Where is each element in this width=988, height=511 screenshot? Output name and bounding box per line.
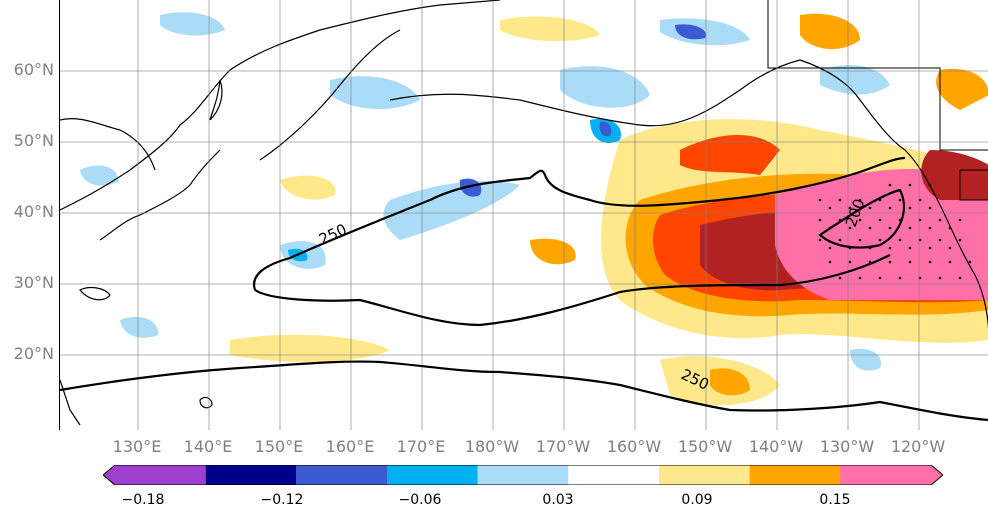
colorbar-swatch [477, 465, 569, 485]
lat-label-50n: 50°N [13, 131, 54, 150]
lat-label-30n: 30°N [13, 273, 54, 292]
lon-label-130w: 130°W [819, 437, 875, 456]
anomaly-shading [80, 12, 988, 406]
map-panel: 250 250 200 [59, 0, 988, 430]
colorbar-tick: −0.12 [260, 492, 304, 508]
lon-label-180w: 180°W [464, 437, 520, 456]
contour-label: 250 [316, 220, 350, 248]
lon-label-120w: 120°W [890, 437, 946, 456]
colorbar-tick: 0.15 [819, 492, 851, 508]
colorbar-swatch [659, 465, 750, 485]
colorbar-swatch [568, 465, 659, 485]
colorbar-swatches [103, 465, 943, 485]
gridlines [60, 0, 988, 430]
lon-label-150e: 150°E [254, 437, 304, 456]
lon-label-160e: 160°E [325, 437, 375, 456]
colorbar-swatch [205, 465, 297, 485]
colorbar-swatch [387, 465, 478, 485]
contour-lines [60, 156, 988, 422]
colorbar-swatch [296, 465, 387, 485]
colorbar-tick: −0.18 [121, 492, 165, 508]
lon-label-130e: 130°E [112, 437, 162, 456]
coastlines [60, 0, 988, 426]
lon-label-150w: 150°W [677, 437, 733, 456]
colorbar-tick: −0.06 [398, 492, 442, 508]
colorbar-swatch [840, 465, 943, 485]
colorbar-tick: 0.09 [681, 492, 713, 508]
lon-label-140e: 140°E [183, 437, 233, 456]
lon-label-170e: 170°E [396, 437, 446, 456]
lon-label-170w: 170°W [535, 437, 591, 456]
lat-label-20n: 20°N [13, 344, 54, 363]
colorbar-swatch [749, 465, 841, 485]
lon-label-160w: 160°W [606, 437, 662, 456]
colorbar-swatch [103, 465, 206, 485]
lat-label-40n: 40°N [13, 202, 54, 221]
lon-label-140w: 140°W [748, 437, 804, 456]
colorbar [103, 465, 943, 485]
colorbar-tick: 0.03 [542, 492, 574, 508]
lat-label-60n: 60°N [13, 60, 54, 79]
anomaly-map: 250 250 200 [60, 0, 988, 430]
borders [767, 0, 988, 201]
